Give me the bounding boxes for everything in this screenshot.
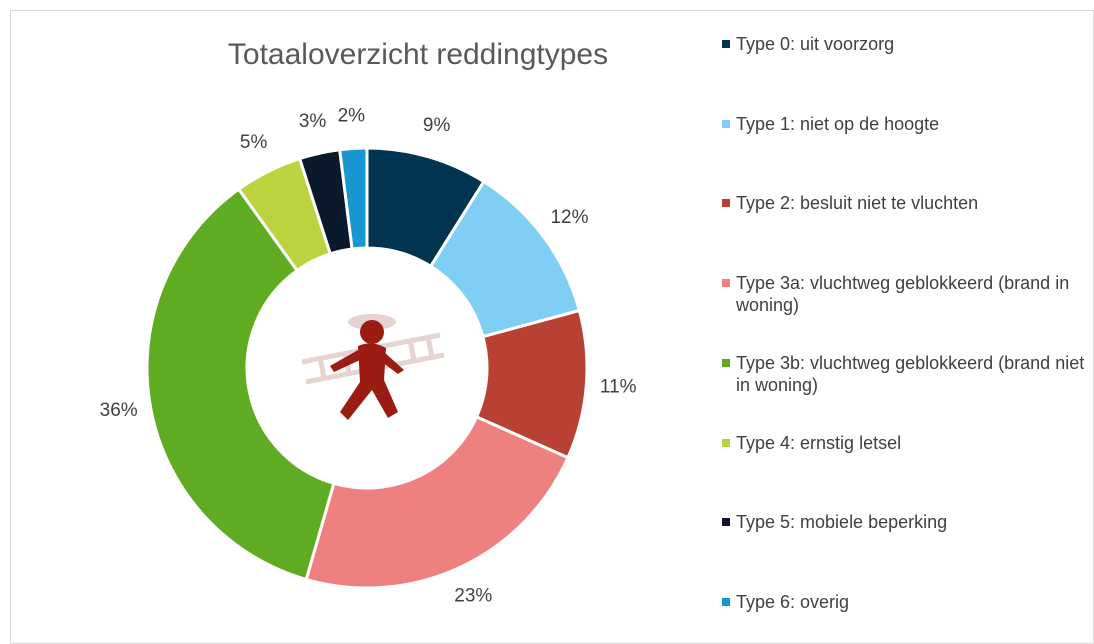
chart-title: Totaaloverzicht reddingtypes xyxy=(228,38,608,71)
legend-entry: Type 2: besluit niet te vluchten xyxy=(718,192,1090,214)
legend-label: Type 0: uit voorzorg xyxy=(736,34,895,54)
data-label: 23% xyxy=(454,585,492,606)
legend-entry: Type 0: uit voorzorg xyxy=(718,33,1090,55)
slice xyxy=(145,187,336,582)
data-label: 5% xyxy=(240,132,268,153)
slice xyxy=(304,414,570,590)
legend-entry: Type 1: niet op de hoogte xyxy=(718,113,1090,135)
slices xyxy=(145,146,589,590)
legend-label: Type 2: besluit niet te vluchten xyxy=(736,193,979,214)
legend-entry: Type 5: mobiele beperking xyxy=(718,511,1090,533)
legend-swatch xyxy=(722,358,730,367)
legend-entry: Type 4: ernstig letsel xyxy=(718,432,1090,454)
legend-swatch xyxy=(722,597,730,606)
data-label: 3% xyxy=(299,111,327,132)
legend-swatch xyxy=(722,279,730,288)
legend-swatch xyxy=(722,119,730,128)
legend-label: Type 5: mobiele beperking xyxy=(736,512,948,533)
data-label: 11% xyxy=(600,377,637,398)
data-label: 36% xyxy=(100,400,138,421)
legend-swatch xyxy=(722,518,730,527)
data-label: 12% xyxy=(550,207,588,228)
data-label: 2% xyxy=(338,106,366,127)
firefighter-icon xyxy=(301,314,445,420)
slice xyxy=(338,146,369,251)
data-label: 9% xyxy=(423,115,451,136)
legend-entry: Type 3b: vluchtweg geblokkeerd (brand ni… xyxy=(718,352,1090,396)
legend-swatch xyxy=(722,438,730,447)
legend-label: Type 3b: vluchtweg geblokkeerd (brand ni… xyxy=(736,352,1085,395)
legend-swatch xyxy=(722,40,730,48)
legend-entry: Type 3a: vluchtweg geblokkeerd (brand in… xyxy=(718,272,1090,316)
legend-entry: Type 6: overig xyxy=(718,591,1090,613)
legend-label: Type 3a: vluchtweg geblokkeerd (brand in… xyxy=(736,273,1070,316)
legend-label: Type 4: ernstig letsel xyxy=(736,432,902,453)
legend-label: Type 6: overig xyxy=(736,591,850,612)
legend-swatch xyxy=(722,199,730,208)
legend-label: Type 1: niet op de hoogte xyxy=(736,113,940,134)
